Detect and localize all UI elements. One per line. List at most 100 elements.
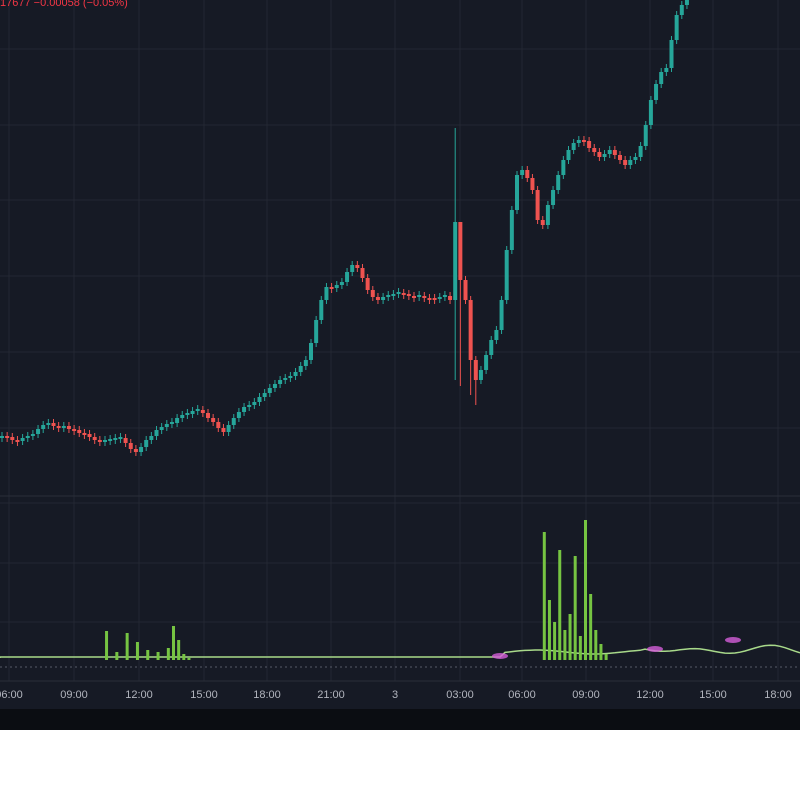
x-axis-tick-label: 09:00: [572, 689, 600, 701]
candle-body: [427, 298, 432, 300]
candle-body: [139, 447, 144, 452]
candle-body: [592, 148, 597, 152]
histogram-bar: [182, 654, 186, 660]
candle-body: [478, 370, 483, 380]
candle-body: [5, 436, 10, 438]
candle-body: [61, 426, 66, 428]
candle-body: [66, 426, 71, 429]
x-axis-tick-label: 15:00: [699, 689, 727, 701]
histogram-bar: [558, 550, 562, 660]
candle-body: [247, 405, 252, 407]
candle-body: [324, 287, 329, 300]
candle-body: [226, 425, 231, 432]
candle-body: [566, 150, 571, 160]
histogram-bar: [156, 652, 160, 660]
candle-body: [257, 397, 262, 402]
candle-body: [607, 150, 612, 154]
candle-body: [128, 443, 133, 449]
histogram-bar: [135, 642, 139, 660]
candle-body: [242, 407, 247, 412]
candle-body: [494, 330, 499, 340]
histogram-bar: [187, 658, 191, 660]
candle-body: [406, 294, 411, 296]
x-axis-tick-label: 12:00: [636, 689, 664, 701]
candle-body: [272, 384, 277, 388]
candle-body: [82, 433, 87, 435]
histogram-bar: [589, 594, 593, 660]
chart-area[interactable]: 06:00 09:00 12:00 15:00 18:00 21:00 3 03:00 06:0…: [0, 0, 800, 730]
candle-body: [453, 222, 458, 300]
histogram-bar: [563, 630, 567, 660]
candle-body: [36, 429, 41, 434]
histogram-bar: [578, 636, 582, 660]
x-axis-tick-label: 21:00: [317, 689, 345, 701]
candle-body: [175, 418, 180, 423]
candle-body: [56, 426, 61, 428]
candle-body: [551, 190, 556, 205]
candle-body: [123, 438, 128, 443]
candle-body: [499, 300, 504, 330]
x-axis-tick-label: 12:00: [125, 689, 153, 701]
histogram-bar: [115, 652, 119, 660]
candle-body: [169, 422, 174, 424]
x-axis-tick-label: 03:00: [446, 689, 474, 701]
candle-body: [463, 280, 468, 300]
candle-body: [391, 294, 396, 296]
candle-body: [164, 424, 169, 427]
candle-body: [664, 68, 669, 72]
candle-body: [339, 282, 344, 285]
candle-body: [30, 434, 35, 436]
x-axis-tick-label: 06:00: [0, 689, 23, 701]
candle-body: [298, 366, 303, 372]
candle-body: [51, 423, 56, 426]
candle-body: [417, 295, 422, 297]
candle-body: [520, 170, 525, 175]
candle-body: [185, 413, 190, 415]
candle-body: [545, 205, 550, 225]
candle-body: [659, 72, 664, 84]
candle-body: [303, 360, 308, 366]
candle-body: [556, 175, 561, 190]
oscillator-line: [0, 644, 800, 658]
candle-body: [638, 146, 643, 157]
histogram-bar: [547, 600, 551, 660]
candle-body: [190, 411, 195, 414]
candle-body: [108, 439, 113, 441]
candle-body: [118, 437, 123, 439]
candle-body: [97, 440, 102, 442]
candle-body: [587, 141, 592, 148]
candle-body: [25, 436, 30, 438]
oscillator-fill: [647, 646, 663, 652]
candle-body: [41, 425, 46, 429]
candle-body: [515, 175, 519, 210]
candle-body: [561, 160, 566, 175]
candle-body: [581, 140, 586, 142]
candle-body: [504, 250, 509, 300]
x-axis-tick-label: 18:00: [253, 689, 281, 701]
candle-body: [381, 297, 386, 300]
x-axis-tick-label: 18:00: [764, 689, 792, 701]
candle-body: [355, 265, 360, 268]
candle-body: [329, 287, 334, 289]
candle-body: [674, 15, 679, 40]
candle-body: [386, 295, 391, 297]
candle-body: [489, 340, 494, 355]
candle-body: [200, 410, 205, 413]
candle-body: [293, 372, 298, 376]
candle-body: [633, 157, 638, 160]
candle-body: [669, 40, 674, 68]
chart-svg[interactable]: 06:00 09:00 12:00 15:00 18:00 21:00 3 03:00 06:0…: [0, 0, 800, 709]
candle-body: [231, 418, 236, 425]
histogram-bar: [584, 520, 587, 660]
histogram-bar: [172, 626, 175, 660]
candle-body: [216, 422, 221, 428]
histogram-bar: [542, 532, 546, 660]
candle-body: [46, 423, 51, 425]
x-axis-tick-label: 15:00: [190, 689, 218, 701]
candle-body: [571, 143, 576, 150]
candle-body: [432, 298, 437, 300]
candle-body: [576, 140, 581, 143]
histogram-bar: [568, 614, 572, 660]
candle-body: [412, 296, 416, 298]
x-axis-tick-label: 3: [392, 689, 398, 701]
